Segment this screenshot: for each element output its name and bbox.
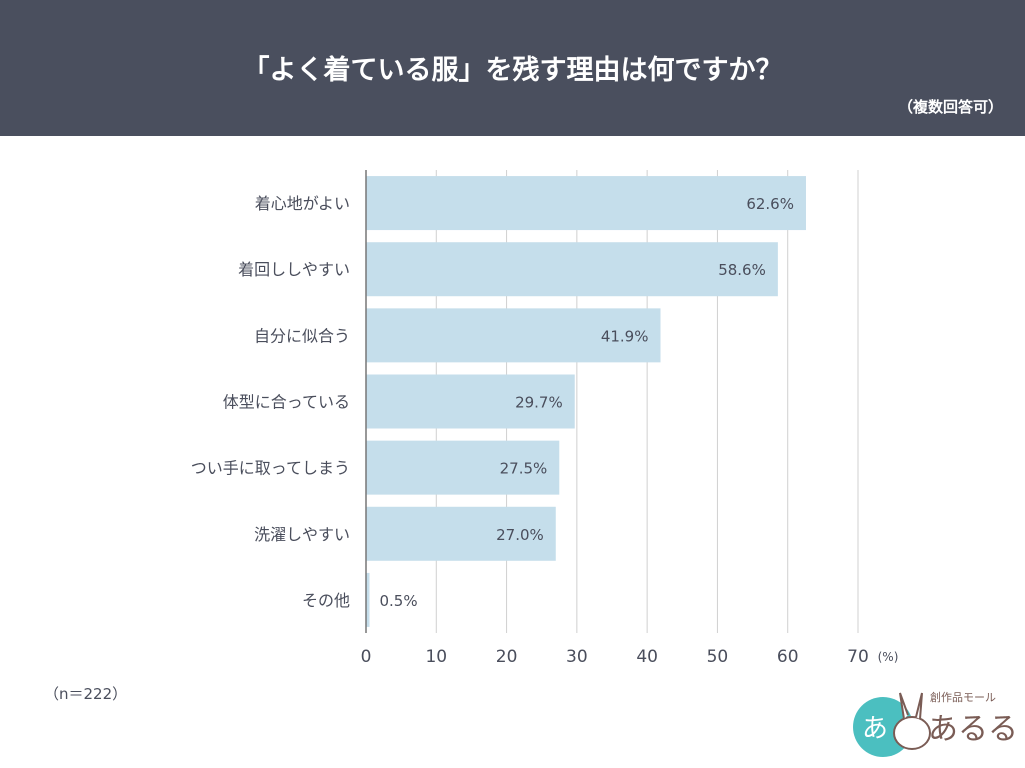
category-label: 着回ししやすい xyxy=(238,260,350,279)
category-label: 洗濯しやすい xyxy=(254,525,350,544)
x-tick-label: 60 xyxy=(777,647,799,667)
svg-text:あ: あ xyxy=(862,714,888,744)
x-tick-label: 10 xyxy=(425,647,447,667)
x-unit-label: (%) xyxy=(878,650,899,664)
aruru-logo: あ 創作品モール あるる xyxy=(853,690,1018,757)
x-tick-label: 40 xyxy=(636,647,658,667)
data-label: 58.6% xyxy=(718,261,766,279)
svg-text:あるる: あるる xyxy=(928,712,1018,747)
bar xyxy=(366,374,575,429)
data-label: 62.6% xyxy=(746,195,794,213)
data-label: 29.7% xyxy=(515,394,563,412)
data-label: 27.5% xyxy=(500,460,548,478)
bar xyxy=(366,242,778,297)
svg-text:創作品モール: 創作品モール xyxy=(930,690,996,704)
x-tick-label: 0 xyxy=(361,647,372,667)
x-tick-label: 50 xyxy=(707,647,729,667)
data-label: 41.9% xyxy=(601,327,649,345)
data-label: 27.0% xyxy=(496,526,544,544)
x-tick-label: 30 xyxy=(566,647,588,667)
chart-subtitle: （複数回答可） xyxy=(897,98,1003,116)
bar xyxy=(366,506,556,561)
category-label: 自分に似合う xyxy=(254,326,350,345)
category-label: その他 xyxy=(302,591,350,610)
category-label: つい手に取ってしまう xyxy=(191,459,350,478)
sample-size: （n＝222） xyxy=(44,685,128,703)
bar xyxy=(366,572,370,627)
category-label: 着心地がよい xyxy=(255,194,350,213)
chart-title: 「よく着ている服」を残す理由は何ですか？ xyxy=(242,55,783,86)
x-tick-label: 70 xyxy=(847,647,869,667)
category-label: 体型に合っている xyxy=(223,393,350,412)
header-banner xyxy=(0,0,1025,136)
data-label: 0.5% xyxy=(380,592,418,610)
bar xyxy=(366,176,806,231)
bar xyxy=(366,308,661,363)
x-tick-label: 20 xyxy=(496,647,518,667)
bar xyxy=(366,440,560,495)
